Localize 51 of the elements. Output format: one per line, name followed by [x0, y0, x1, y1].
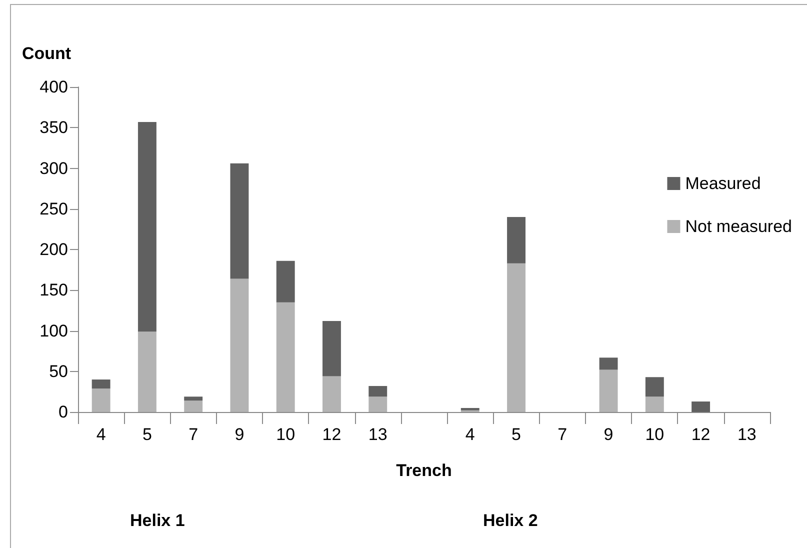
y-tick-label: 400 [40, 78, 68, 96]
x-tick-label: 4 [96, 425, 106, 444]
bar [368, 396, 388, 412]
bar [368, 386, 388, 397]
x-tick-label: 9 [604, 425, 614, 444]
bar [138, 122, 156, 332]
bar [507, 263, 526, 412]
y-tick-label: 300 [40, 158, 68, 178]
x-axis-title: Trench [396, 461, 452, 480]
x-tick-label: 5 [142, 425, 152, 444]
legend-label: Measured [685, 174, 761, 193]
x-tick-label: 7 [558, 425, 568, 444]
bar [138, 332, 156, 412]
bar [599, 358, 618, 370]
bar [230, 163, 249, 279]
bar [645, 377, 664, 397]
x-tick-label: 12 [322, 425, 342, 444]
text: Helix 1 [130, 511, 185, 530]
x-tick-label: 9 [234, 425, 244, 444]
y-tick-label: 200 [40, 240, 68, 259]
x-tick-label: 13 [368, 425, 388, 444]
bar [276, 260, 295, 302]
bar [230, 278, 249, 412]
bar [322, 376, 341, 412]
x-tick-label: 5 [512, 425, 521, 444]
x-tick-label: 13 [737, 425, 756, 444]
bar [184, 396, 203, 401]
x-tick-label: 4 [465, 425, 475, 444]
bar [692, 401, 710, 412]
bar [322, 321, 341, 376]
x-tick-label: 7 [188, 425, 198, 444]
bar [92, 380, 110, 388]
y-tick-label: 350 [40, 118, 68, 138]
bar [645, 396, 664, 412]
x-tick-label: 12 [691, 425, 710, 444]
y-tick-label: 0 [58, 402, 68, 422]
y-tick-label: 50 [49, 362, 68, 381]
legend-label: Not measured [685, 217, 792, 236]
y-axis-title: Count [22, 44, 72, 63]
bar [507, 217, 526, 264]
bar [92, 388, 110, 412]
bar [276, 302, 295, 412]
bar [184, 400, 203, 412]
bar [599, 370, 618, 412]
text: Helix 2 [483, 511, 538, 530]
bar [460, 408, 480, 410]
x-tick-label: 10 [645, 425, 664, 444]
x-tick-label: 10 [276, 425, 296, 444]
y-tick-label: 250 [40, 199, 68, 218]
y-tick-label: 150 [40, 280, 68, 300]
y-tick-label: 100 [40, 321, 68, 340]
